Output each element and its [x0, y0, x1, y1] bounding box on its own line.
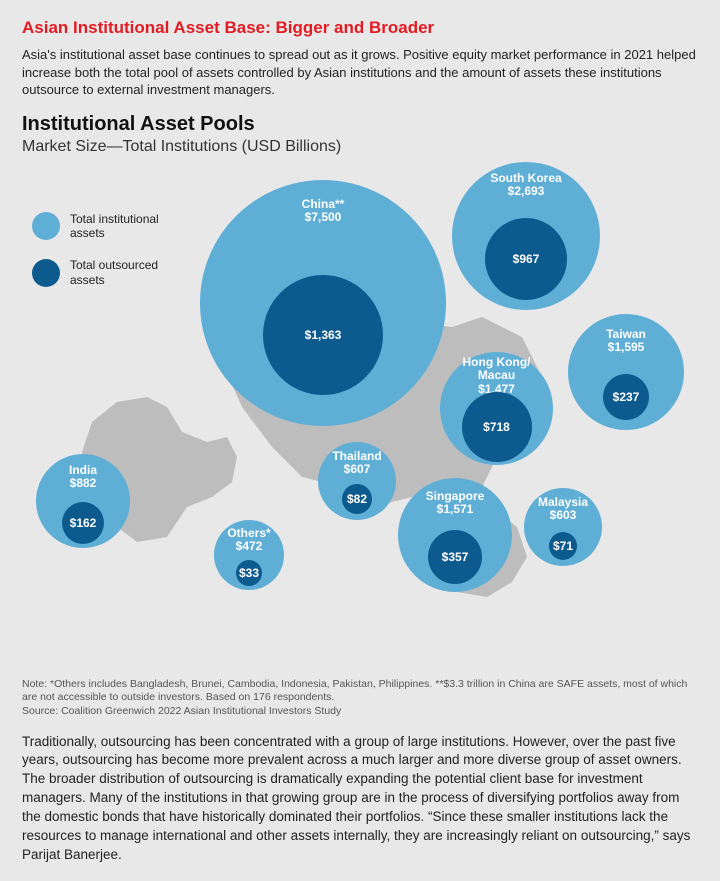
bubble-inner-china: $1,363 [263, 275, 383, 395]
bubble-label-thailand: Thailand $607 [332, 450, 381, 478]
bubble-inner-others: $33 [236, 560, 262, 586]
legend-item-total: Total institutional assets [32, 212, 170, 241]
chart-footnote: Note: *Others includes Bangladesh, Brune… [22, 678, 698, 719]
bubble-inner-singapore: $357 [428, 530, 482, 584]
bubble-inner-malaysia: $71 [549, 532, 577, 560]
legend-label-total: Total institutional assets [70, 212, 170, 241]
bubble-thailand: Thailand $607 $82 [318, 442, 396, 520]
bubble-others: Others* $472 $33 [214, 520, 284, 590]
bubble-inner-label-china: $1,363 [305, 328, 342, 342]
bubble-inner-label-malaysia: $71 [553, 539, 573, 553]
bubble-china: China** $7,500 $1,363 [200, 180, 446, 426]
bubble-label-hk: Hong Kong/ Macau $1,477 [463, 356, 531, 397]
bubble-hk: Hong Kong/ Macau $1,477 $718 [440, 352, 553, 465]
bubble-inner-label-others: $33 [239, 566, 259, 580]
bubble-inner-label-thailand: $82 [347, 492, 367, 506]
infographic-page: Asian Institutional Asset Base: Bigger a… [0, 0, 720, 881]
bubble-label-china: China** $7,500 [302, 198, 345, 226]
bubble-map-chart: Total institutional assets Total outsour… [22, 162, 698, 672]
bubble-inner-hk: $718 [462, 392, 532, 462]
bubble-inner-india: $162 [62, 502, 104, 544]
bubble-label-skorea: South Korea $2,693 [490, 172, 561, 200]
bubble-label-taiwan: Taiwan $1,595 [606, 328, 646, 356]
legend-label-outsourced: Total outsourced assets [70, 258, 170, 287]
bubble-malaysia: Malaysia $603 $71 [524, 488, 602, 566]
bubble-label-singapore: Singapore $1,571 [426, 490, 485, 518]
legend-item-outsourced: Total outsourced assets [32, 258, 170, 287]
bubble-inner-label-skorea: $967 [513, 252, 540, 266]
legend: Total institutional assets Total outsour… [32, 212, 170, 306]
page-title: Asian Institutional Asset Base: Bigger a… [22, 18, 698, 38]
bubble-singapore: Singapore $1,571 $357 [398, 478, 512, 592]
bubble-inner-label-india: $162 [70, 516, 97, 530]
bubble-inner-taiwan: $237 [603, 374, 649, 420]
bubble-inner-thailand: $82 [342, 484, 372, 514]
legend-swatch-inner [32, 259, 60, 287]
bubble-label-india: India $882 [69, 464, 97, 492]
chart-title: Institutional Asset Pools [22, 113, 698, 136]
bubble-inner-label-taiwan: $237 [613, 390, 640, 404]
legend-swatch-outer [32, 212, 60, 240]
chart-subtitle: Market Size—Total Institutions (USD Bill… [22, 138, 698, 156]
body-paragraph: Traditionally, outsourcing has been conc… [22, 733, 698, 865]
page-subtitle: Asia's institutional asset base continue… [22, 46, 698, 99]
bubble-label-malaysia: Malaysia $603 [538, 496, 588, 524]
bubble-inner-skorea: $967 [485, 218, 567, 300]
bubble-skorea: South Korea $2,693 $967 [452, 162, 600, 310]
bubble-label-others: Others* $472 [227, 527, 270, 555]
bubble-inner-label-hk: $718 [483, 420, 510, 434]
bubble-india: India $882 $162 [36, 454, 130, 548]
bubble-taiwan: Taiwan $1,595 $237 [568, 314, 684, 430]
bubble-inner-label-singapore: $357 [442, 550, 469, 564]
